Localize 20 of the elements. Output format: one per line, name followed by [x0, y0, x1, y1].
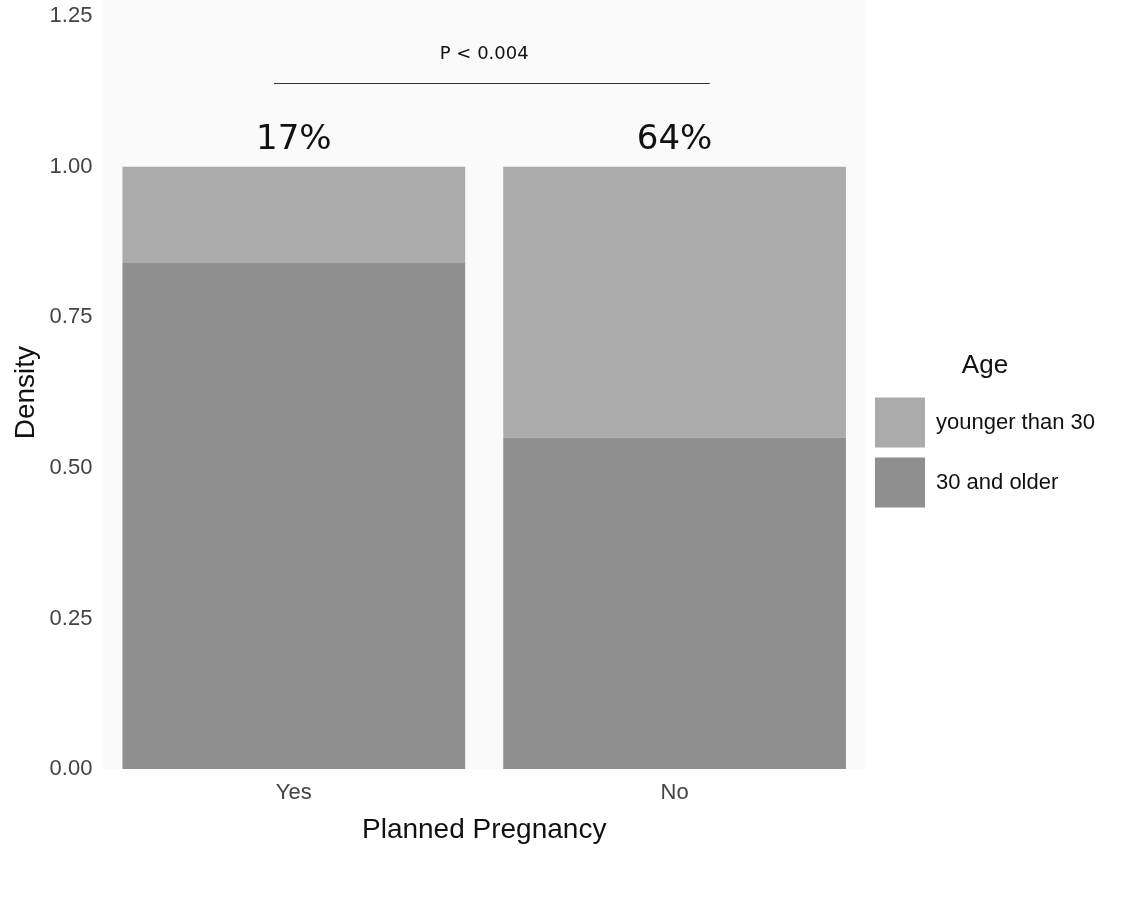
legend-title: Age [961, 348, 1009, 379]
x-tick-label: No [660, 779, 689, 805]
y-tick-label: 0.25 [49, 604, 93, 630]
bar [122, 166, 466, 264]
legend-label: 30 and older [935, 468, 1059, 494]
annotation: 17% [256, 117, 332, 158]
y-tick-label: 0.50 [49, 453, 93, 479]
bar [503, 166, 846, 438]
annotation: 64% [636, 117, 713, 158]
y-tick-label: 1.25 [49, 2, 93, 28]
y-axis-title: Density [8, 345, 40, 440]
y-tick-label: 1.00 [49, 152, 93, 178]
bar [122, 263, 466, 769]
x-axis-title: Planned Pregnancy [362, 812, 607, 844]
y-tick-label: 0.00 [49, 755, 93, 781]
y-tick-label: 0.75 [49, 303, 93, 329]
legend-label: younger than 30 [935, 408, 1096, 434]
x-tick-label: Yes [275, 779, 312, 805]
annotation: P < 0.004 [439, 41, 529, 63]
bar [503, 437, 846, 769]
